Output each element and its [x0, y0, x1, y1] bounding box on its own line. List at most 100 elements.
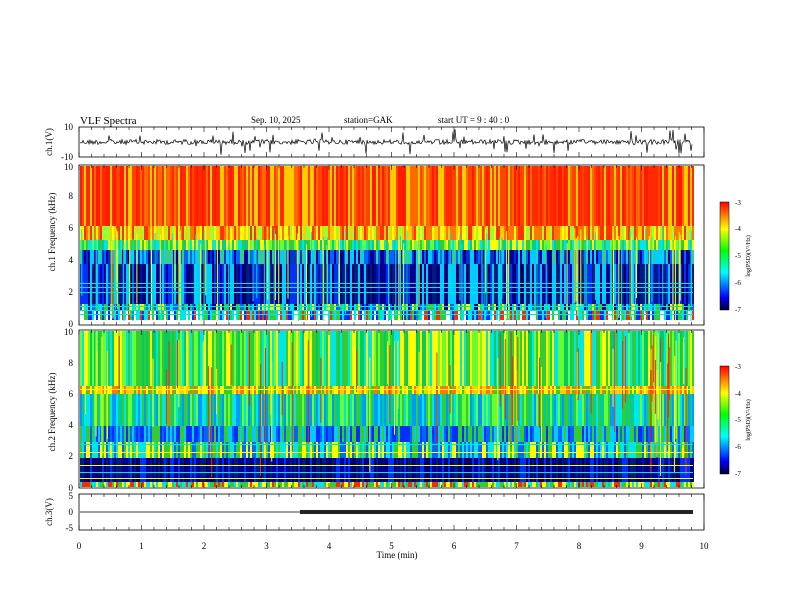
ch2-spec-cell — [596, 426, 598, 442]
ch1-spec-cell — [436, 226, 438, 240]
ch1-spec-cell — [372, 226, 374, 240]
ch2-spec-cell — [692, 331, 694, 386]
ch2-spec-cell — [338, 482, 340, 487]
ch1-spec-cell — [142, 226, 144, 240]
ch1-spec-streak — [159, 234, 161, 314]
ch1-spec-cell — [480, 240, 482, 250]
ch1-spec-cell — [86, 166, 88, 226]
ch2-spec-cell — [268, 426, 270, 442]
ch1-spec-cell — [568, 250, 570, 264]
ch1-spec-cell — [412, 250, 414, 264]
ch1-spec-streak — [613, 242, 614, 322]
ch1-spec-cell — [476, 226, 478, 240]
ch1-spec-cell — [556, 226, 558, 240]
ch2-spec-cell — [330, 482, 332, 487]
ch1-spec-cell — [298, 166, 300, 226]
ch2-spec-cell — [88, 394, 90, 426]
ch1-spec-cell — [686, 240, 688, 250]
ch2-spec-cell — [642, 482, 644, 487]
ch2-spec-cell — [312, 426, 314, 442]
ch1-spec-cell — [660, 240, 662, 250]
ch2-spec-cell — [602, 442, 604, 458]
ch1-spec-cell — [252, 226, 254, 240]
ch2-spec-cell — [574, 482, 576, 487]
ch1-spec-cell — [622, 250, 624, 264]
ch1-spec-cell — [254, 226, 256, 240]
ch2-spec-cell — [420, 482, 422, 487]
ch2-spec-cell — [514, 442, 516, 458]
ch2-spec-cell — [240, 458, 242, 482]
ch2-spec-cell — [494, 482, 496, 487]
ch2-spec-cell — [586, 394, 588, 426]
ch1-spec-cell — [396, 250, 398, 264]
ch2-spec-cell — [596, 482, 598, 487]
ch1-spec-cell — [678, 166, 680, 226]
ch1-spec-cell — [214, 250, 216, 264]
ch1-spec-hline — [80, 283, 693, 284]
ch2-spec-cell — [164, 394, 166, 426]
ch2-spec-streak — [211, 367, 213, 478]
ch2-spec-cell — [578, 458, 580, 482]
ch1-spec-cell — [102, 166, 104, 226]
ch2-spec-cell — [582, 331, 584, 386]
ch2-spec-cell — [236, 482, 238, 487]
ch2-cb-tick-m7: -7 — [735, 470, 741, 478]
ch2-spec-cell — [212, 331, 214, 386]
ch1-spec-cell — [336, 226, 338, 240]
xtick-7: 7 — [514, 541, 519, 551]
ch1-spec-cell — [286, 250, 288, 264]
ch2-spec-cell — [170, 482, 172, 487]
ch1-spec-streak — [174, 226, 176, 290]
ch2-spec-cell — [578, 331, 580, 386]
ch1-spec-streak — [631, 235, 633, 317]
ch2-spec-hline — [80, 478, 693, 479]
ch1-spec-cell — [608, 250, 610, 264]
ch2-spec-cell — [360, 442, 362, 458]
ch2-spec-cell — [328, 394, 330, 426]
ch1-spec-cell — [320, 250, 322, 264]
ch2-spec-cell — [568, 331, 570, 386]
ch1-spec-cell — [552, 166, 554, 226]
ch2-spec-cell — [426, 426, 428, 442]
ch1-spec-cell — [558, 250, 560, 264]
ch1-spec-cell — [440, 226, 442, 240]
ch1-spec-streak — [116, 228, 117, 291]
ch2-spec-cell — [220, 426, 222, 442]
ch1-spec-cell — [292, 226, 294, 240]
ch2-spec-cell — [508, 394, 510, 426]
ch2-spec-cell — [258, 482, 260, 487]
ch2-spec-cell — [682, 442, 684, 458]
ch1-spec-cell — [634, 226, 636, 240]
ch2-spec-cell — [138, 482, 140, 487]
ch1-spec-cell — [620, 250, 622, 264]
ch2-spec-cell — [464, 426, 466, 442]
ch2-spec-cell — [292, 442, 294, 458]
ch1-spec-cell — [418, 166, 420, 226]
ch2-spec-cell — [144, 482, 146, 487]
ch2-spec-cell — [184, 442, 186, 458]
ch2-spec-cell — [216, 482, 218, 487]
ch2-cb-tick-m6: -6 — [735, 443, 741, 451]
ch1-spec-cell — [526, 240, 528, 250]
ch2-spec-cell — [646, 394, 648, 426]
ch1-spec-cell — [454, 240, 456, 250]
ch2-spec-cell — [98, 442, 100, 458]
ch1-spec-cell — [298, 240, 300, 250]
ch2-spec-cell — [622, 482, 624, 487]
ch2-spec-cell — [478, 394, 480, 426]
ch1-spec-cell — [526, 250, 528, 264]
ch2-spec-cell — [164, 426, 166, 442]
ch2-spec-cell — [518, 482, 520, 487]
ch2-spec-cell — [116, 426, 118, 442]
ch2-spec-cell — [256, 394, 258, 426]
ch2-spec-cell — [94, 426, 96, 442]
ch1-spec-cell — [244, 226, 246, 240]
ch1-spec-cell — [454, 250, 456, 264]
ch1-spec-cell — [290, 250, 292, 264]
ch2-spec-cell — [88, 458, 90, 482]
ch2-spec-cell — [180, 394, 182, 426]
ch1-spec-cell — [328, 166, 330, 226]
ch2-spec-cell — [248, 482, 250, 487]
ch2-spec-cell — [112, 482, 114, 487]
ch1-spec-cell — [474, 166, 476, 226]
